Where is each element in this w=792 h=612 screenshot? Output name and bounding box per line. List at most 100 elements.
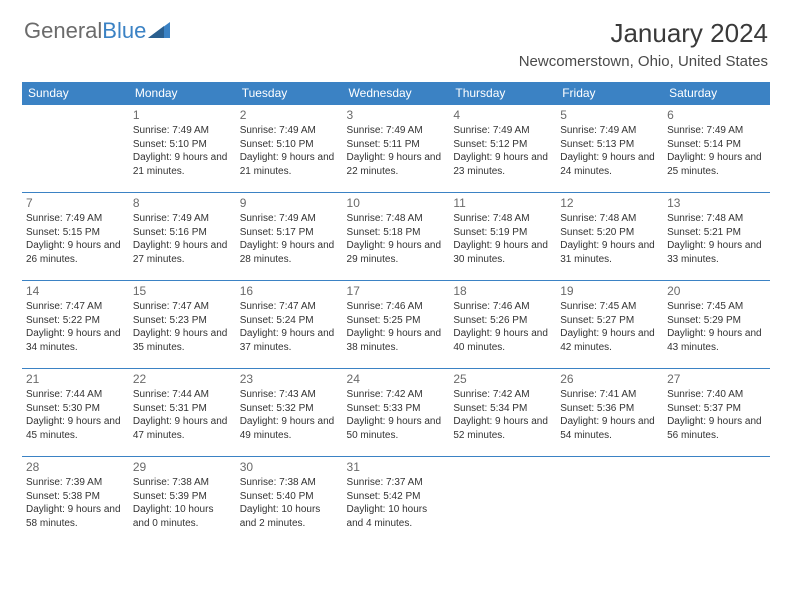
sunset-line: Sunset: 5:13 PM [560,138,659,152]
day-cell: 26Sunrise: 7:41 AMSunset: 5:36 PMDayligh… [556,369,663,457]
daylight-line: Daylight: 9 hours and 52 minutes. [453,415,552,442]
day-cell: 5Sunrise: 7:49 AMSunset: 5:13 PMDaylight… [556,105,663,193]
sunset-line: Sunset: 5:14 PM [667,138,766,152]
day-cell: 27Sunrise: 7:40 AMSunset: 5:37 PMDayligh… [663,369,770,457]
day-details: Sunrise: 7:45 AMSunset: 5:27 PMDaylight:… [560,300,659,354]
day-details: Sunrise: 7:41 AMSunset: 5:36 PMDaylight:… [560,388,659,442]
sunset-line: Sunset: 5:31 PM [133,402,232,416]
day-cell: 9Sunrise: 7:49 AMSunset: 5:17 PMDaylight… [236,193,343,281]
day-number: 8 [133,195,232,211]
day-cell: 15Sunrise: 7:47 AMSunset: 5:23 PMDayligh… [129,281,236,369]
daylight-line: Daylight: 9 hours and 58 minutes. [26,503,125,530]
sunrise-line: Sunrise: 7:48 AM [667,212,766,226]
day-details: Sunrise: 7:38 AMSunset: 5:39 PMDaylight:… [133,476,232,530]
day-number: 16 [240,283,339,299]
day-cell [663,457,770,545]
sunset-line: Sunset: 5:29 PM [667,314,766,328]
sunrise-line: Sunrise: 7:39 AM [26,476,125,490]
day-header: Thursday [449,82,556,105]
sunset-line: Sunset: 5:11 PM [347,138,446,152]
sunset-line: Sunset: 5:12 PM [453,138,552,152]
header: GeneralBlue January 2024 Newcomerstown, … [0,0,792,74]
day-cell: 12Sunrise: 7:48 AMSunset: 5:20 PMDayligh… [556,193,663,281]
day-number: 27 [667,371,766,387]
day-number: 5 [560,107,659,123]
day-header: Friday [556,82,663,105]
day-number: 21 [26,371,125,387]
sunset-line: Sunset: 5:26 PM [453,314,552,328]
day-details: Sunrise: 7:43 AMSunset: 5:32 PMDaylight:… [240,388,339,442]
day-number: 4 [453,107,552,123]
day-cell [449,457,556,545]
day-details: Sunrise: 7:48 AMSunset: 5:20 PMDaylight:… [560,212,659,266]
sunrise-line: Sunrise: 7:38 AM [133,476,232,490]
daylight-line: Daylight: 9 hours and 24 minutes. [560,151,659,178]
day-header: Sunday [22,82,129,105]
daylight-line: Daylight: 9 hours and 50 minutes. [347,415,446,442]
sunset-line: Sunset: 5:32 PM [240,402,339,416]
day-cell: 17Sunrise: 7:46 AMSunset: 5:25 PMDayligh… [343,281,450,369]
day-cell: 13Sunrise: 7:48 AMSunset: 5:21 PMDayligh… [663,193,770,281]
sunrise-line: Sunrise: 7:49 AM [453,124,552,138]
day-cell: 11Sunrise: 7:48 AMSunset: 5:19 PMDayligh… [449,193,556,281]
sunset-line: Sunset: 5:36 PM [560,402,659,416]
week-row: 14Sunrise: 7:47 AMSunset: 5:22 PMDayligh… [22,281,770,369]
sunset-line: Sunset: 5:24 PM [240,314,339,328]
sunset-line: Sunset: 5:27 PM [560,314,659,328]
day-details: Sunrise: 7:37 AMSunset: 5:42 PMDaylight:… [347,476,446,530]
week-row: 21Sunrise: 7:44 AMSunset: 5:30 PMDayligh… [22,369,770,457]
day-number: 30 [240,459,339,475]
sunrise-line: Sunrise: 7:49 AM [667,124,766,138]
day-details: Sunrise: 7:42 AMSunset: 5:33 PMDaylight:… [347,388,446,442]
day-number: 15 [133,283,232,299]
day-cell: 2Sunrise: 7:49 AMSunset: 5:10 PMDaylight… [236,105,343,193]
day-header: Wednesday [343,82,450,105]
sunrise-line: Sunrise: 7:37 AM [347,476,446,490]
daylight-line: Daylight: 9 hours and 45 minutes. [26,415,125,442]
daylight-line: Daylight: 9 hours and 37 minutes. [240,327,339,354]
daylight-line: Daylight: 9 hours and 38 minutes. [347,327,446,354]
daylight-line: Daylight: 9 hours and 25 minutes. [667,151,766,178]
daylight-line: Daylight: 9 hours and 34 minutes. [26,327,125,354]
day-cell: 3Sunrise: 7:49 AMSunset: 5:11 PMDaylight… [343,105,450,193]
day-cell: 23Sunrise: 7:43 AMSunset: 5:32 PMDayligh… [236,369,343,457]
daylight-line: Daylight: 9 hours and 23 minutes. [453,151,552,178]
calendar-table: Sunday Monday Tuesday Wednesday Thursday… [22,82,770,545]
sunset-line: Sunset: 5:40 PM [240,490,339,504]
week-row: 1Sunrise: 7:49 AMSunset: 5:10 PMDaylight… [22,105,770,193]
title-block: January 2024 Newcomerstown, Ohio, United… [519,18,768,70]
sunset-line: Sunset: 5:22 PM [26,314,125,328]
day-cell: 24Sunrise: 7:42 AMSunset: 5:33 PMDayligh… [343,369,450,457]
sunrise-line: Sunrise: 7:42 AM [347,388,446,402]
sunrise-line: Sunrise: 7:41 AM [560,388,659,402]
sunset-line: Sunset: 5:39 PM [133,490,232,504]
day-number: 26 [560,371,659,387]
day-details: Sunrise: 7:46 AMSunset: 5:25 PMDaylight:… [347,300,446,354]
daylight-line: Daylight: 9 hours and 40 minutes. [453,327,552,354]
sunrise-line: Sunrise: 7:44 AM [26,388,125,402]
day-number: 3 [347,107,446,123]
day-number: 20 [667,283,766,299]
sunset-line: Sunset: 5:42 PM [347,490,446,504]
day-details: Sunrise: 7:44 AMSunset: 5:30 PMDaylight:… [26,388,125,442]
sunset-line: Sunset: 5:15 PM [26,226,125,240]
day-details: Sunrise: 7:47 AMSunset: 5:23 PMDaylight:… [133,300,232,354]
sunrise-line: Sunrise: 7:42 AM [453,388,552,402]
sunrise-line: Sunrise: 7:44 AM [133,388,232,402]
day-cell [556,457,663,545]
sunrise-line: Sunrise: 7:49 AM [26,212,125,226]
day-number: 19 [560,283,659,299]
sunset-line: Sunset: 5:17 PM [240,226,339,240]
day-cell: 30Sunrise: 7:38 AMSunset: 5:40 PMDayligh… [236,457,343,545]
day-number: 22 [133,371,232,387]
sunset-line: Sunset: 5:10 PM [240,138,339,152]
day-number: 23 [240,371,339,387]
sunrise-line: Sunrise: 7:43 AM [240,388,339,402]
day-details: Sunrise: 7:49 AMSunset: 5:16 PMDaylight:… [133,212,232,266]
daylight-line: Daylight: 9 hours and 29 minutes. [347,239,446,266]
day-details: Sunrise: 7:47 AMSunset: 5:24 PMDaylight:… [240,300,339,354]
sunset-line: Sunset: 5:21 PM [667,226,766,240]
day-number: 2 [240,107,339,123]
daylight-line: Daylight: 10 hours and 2 minutes. [240,503,339,530]
daylight-line: Daylight: 9 hours and 27 minutes. [133,239,232,266]
